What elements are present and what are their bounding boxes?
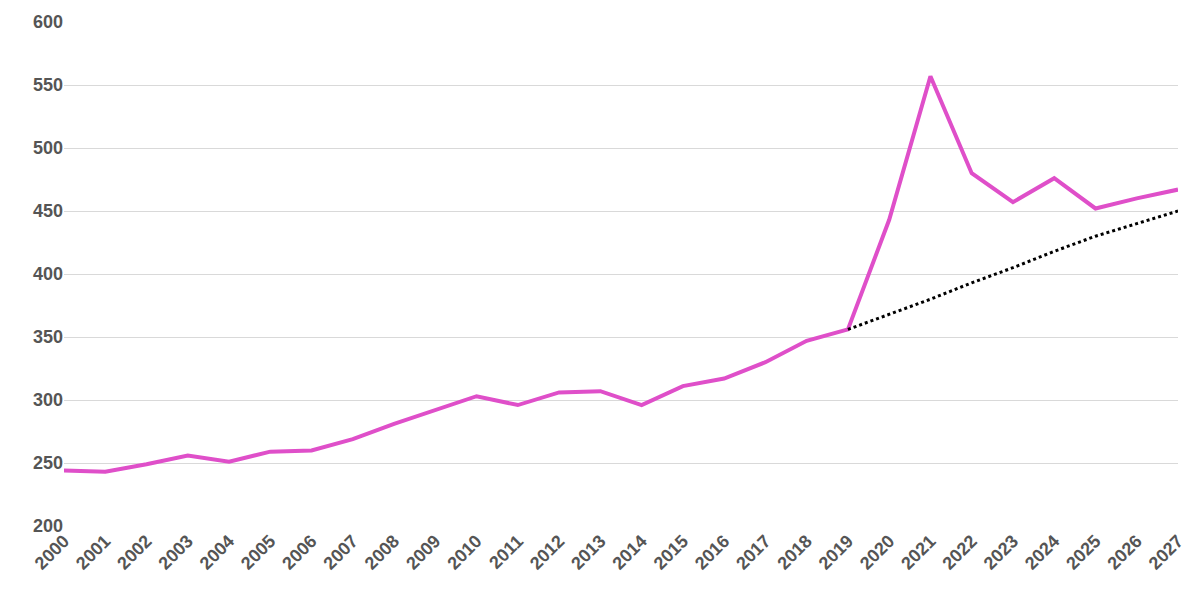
- svg-text:450: 450: [33, 201, 63, 221]
- svg-text:2018: 2018: [773, 531, 815, 573]
- svg-text:350: 350: [33, 327, 63, 347]
- svg-text:200: 200: [33, 516, 63, 536]
- svg-text:2014: 2014: [608, 531, 650, 573]
- svg-text:2021: 2021: [897, 531, 939, 573]
- svg-text:600: 600: [33, 12, 63, 32]
- svg-text:2026: 2026: [1103, 531, 1145, 573]
- svg-text:2008: 2008: [361, 531, 403, 573]
- svg-text:2002: 2002: [113, 531, 155, 573]
- svg-text:250: 250: [33, 453, 63, 473]
- svg-text:2023: 2023: [980, 531, 1022, 573]
- svg-text:500: 500: [33, 138, 63, 158]
- svg-text:400: 400: [33, 264, 63, 284]
- svg-text:2010: 2010: [443, 531, 485, 573]
- svg-text:2022: 2022: [938, 531, 980, 573]
- svg-text:2025: 2025: [1062, 531, 1104, 573]
- svg-text:2017: 2017: [732, 531, 774, 573]
- svg-text:2015: 2015: [650, 531, 692, 573]
- svg-text:2011: 2011: [485, 531, 527, 573]
- svg-text:2001: 2001: [72, 531, 114, 573]
- svg-text:2016: 2016: [691, 531, 733, 573]
- svg-text:2006: 2006: [278, 531, 320, 573]
- svg-text:2009: 2009: [402, 531, 444, 573]
- svg-text:2020: 2020: [856, 531, 898, 573]
- svg-text:2024: 2024: [1021, 531, 1063, 573]
- svg-text:2027: 2027: [1145, 531, 1187, 573]
- svg-text:2012: 2012: [526, 531, 568, 573]
- svg-text:300: 300: [33, 390, 63, 410]
- svg-text:2000: 2000: [31, 531, 73, 573]
- svg-text:2007: 2007: [320, 531, 362, 573]
- svg-text:2019: 2019: [815, 531, 857, 573]
- svg-text:2005: 2005: [237, 531, 279, 573]
- svg-text:2003: 2003: [155, 531, 197, 573]
- svg-text:550: 550: [33, 75, 63, 95]
- svg-text:2013: 2013: [567, 531, 609, 573]
- svg-text:2004: 2004: [196, 531, 238, 573]
